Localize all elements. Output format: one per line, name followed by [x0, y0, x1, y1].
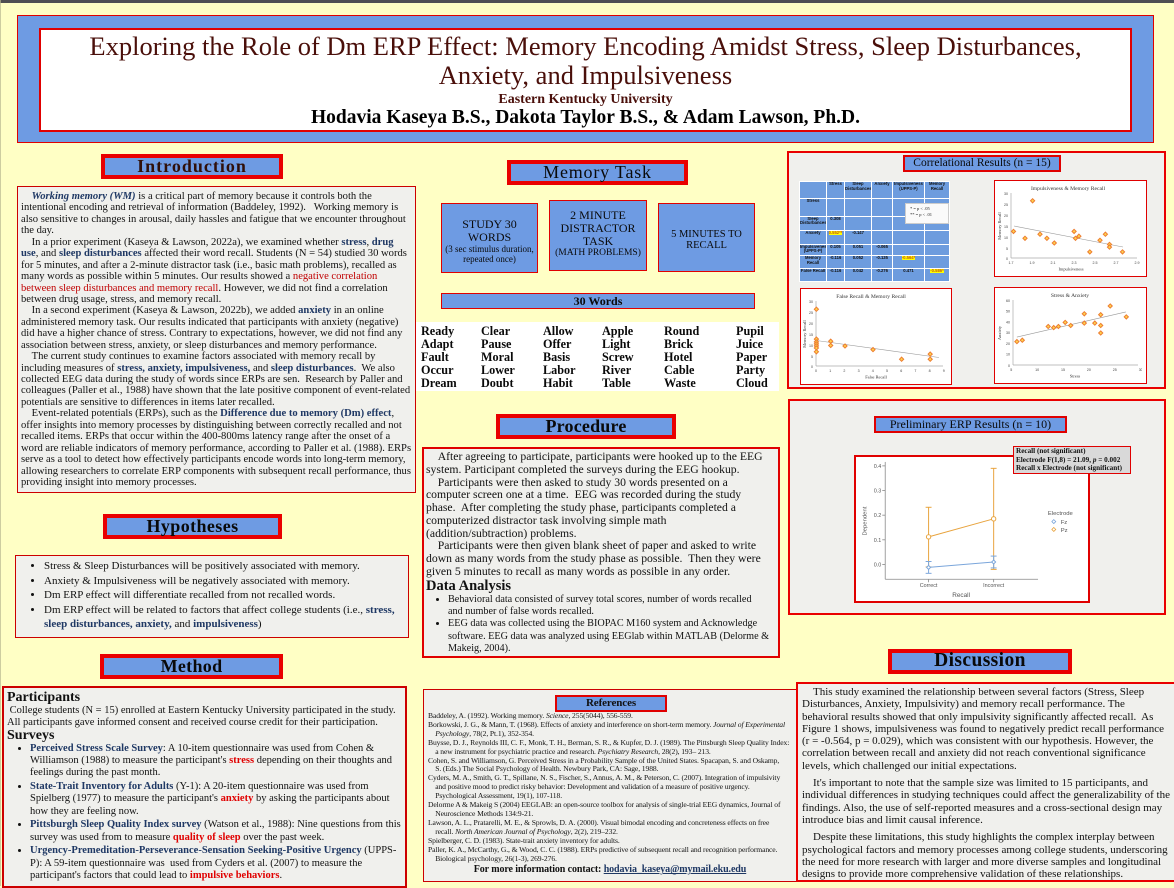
svg-text:9: 9	[943, 369, 945, 373]
svg-text:1: 1	[829, 369, 831, 373]
svg-text:False Recall: False Recall	[865, 375, 887, 380]
svg-text:30: 30	[1004, 192, 1008, 196]
svg-text:0: 0	[815, 369, 817, 373]
svg-text:Memory Recall: Memory Recall	[802, 320, 807, 348]
svg-text:0.1: 0.1	[874, 538, 882, 544]
svg-text:20: 20	[1006, 342, 1010, 346]
svg-text:0: 0	[1008, 364, 1010, 368]
svg-text:2.9: 2.9	[1135, 261, 1140, 265]
svg-text:Correct: Correct	[920, 583, 938, 589]
svg-text:Stress & Anxiety: Stress & Anxiety	[1051, 293, 1089, 299]
svg-text:50: 50	[1006, 310, 1010, 314]
svg-text:20: 20	[1087, 368, 1091, 372]
svg-text:2: 2	[843, 369, 845, 373]
svg-text:2.1: 2.1	[1051, 261, 1056, 265]
svg-text:25: 25	[1113, 368, 1117, 372]
svg-text:15: 15	[1061, 368, 1065, 372]
svg-text:Memory Recall: Memory Recall	[997, 212, 1002, 240]
svg-text:4: 4	[872, 369, 874, 373]
svg-text:8: 8	[929, 369, 931, 373]
svg-text:Electrode: Electrode	[1048, 511, 1074, 517]
svg-text:10: 10	[1004, 236, 1008, 240]
svg-text:Pz: Pz	[1061, 528, 1068, 534]
svg-text:0.3: 0.3	[874, 488, 882, 494]
svg-text:5: 5	[1010, 368, 1012, 372]
svg-text:1.9: 1.9	[1030, 261, 1035, 265]
svg-text:15: 15	[1004, 225, 1008, 229]
svg-text:30: 30	[809, 300, 813, 304]
svg-text:3: 3	[858, 369, 860, 373]
svg-text:6: 6	[900, 369, 902, 373]
svg-text:5: 5	[1006, 247, 1008, 251]
svg-text:7: 7	[914, 369, 916, 373]
svg-text:5: 5	[811, 355, 813, 359]
svg-text:Dependent: Dependent	[862, 506, 868, 535]
svg-text:2.3: 2.3	[1072, 261, 1077, 265]
svg-text:20: 20	[809, 322, 813, 326]
svg-text:10: 10	[1006, 353, 1010, 357]
svg-text:Recall: Recall	[952, 592, 970, 597]
svg-text:5: 5	[886, 369, 888, 373]
svg-text:30: 30	[1139, 368, 1142, 372]
svg-text:0.4: 0.4	[874, 464, 882, 470]
svg-text:Impulsiveness: Impulsiveness	[1058, 267, 1083, 272]
svg-text:2.7: 2.7	[1114, 261, 1119, 265]
svg-text:10: 10	[809, 344, 813, 348]
svg-text:40: 40	[1006, 320, 1010, 324]
svg-text:False Recall & Memory Recall: False Recall & Memory Recall	[836, 294, 906, 300]
svg-text:Stress: Stress	[1070, 374, 1081, 379]
svg-text:15: 15	[809, 333, 813, 337]
svg-text:Incorrect: Incorrect	[983, 583, 1005, 589]
svg-text:60: 60	[1006, 299, 1010, 303]
svg-text:0.0: 0.0	[874, 562, 882, 568]
svg-text:Fz: Fz	[1061, 520, 1068, 526]
svg-text:25: 25	[1004, 203, 1008, 207]
svg-text:1.7: 1.7	[1009, 261, 1014, 265]
svg-text:10: 10	[1035, 368, 1039, 372]
svg-text:0: 0	[1006, 257, 1008, 261]
svg-text:20: 20	[1004, 214, 1008, 218]
svg-text:0: 0	[811, 365, 813, 369]
svg-text:2.5: 2.5	[1093, 261, 1098, 265]
svg-text:Anxiety: Anxiety	[997, 325, 1002, 340]
svg-text:Impulsiveness & Memory Recall: Impulsiveness & Memory Recall	[1031, 186, 1106, 192]
svg-text:0.2: 0.2	[874, 513, 882, 519]
svg-text:25: 25	[809, 311, 813, 315]
svg-text:30: 30	[1006, 331, 1010, 335]
